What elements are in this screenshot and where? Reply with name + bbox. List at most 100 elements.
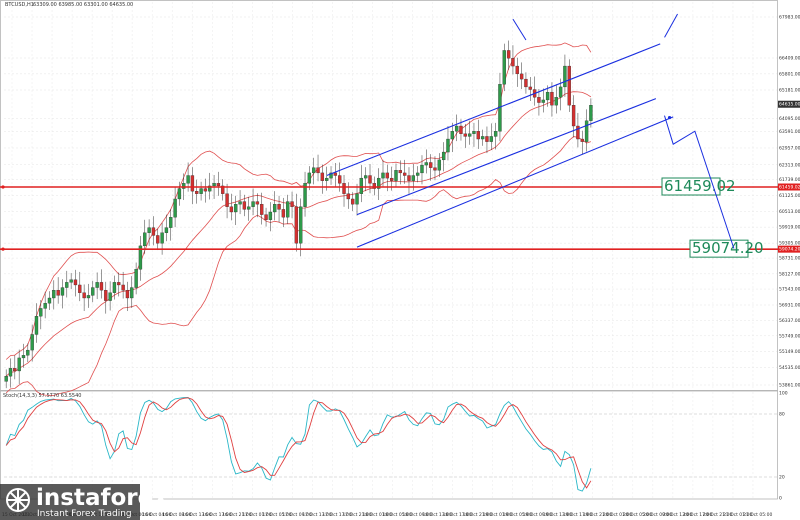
candle-body (558, 86, 563, 98)
candle-body (420, 164, 424, 174)
candle-body (52, 290, 56, 299)
candle-body (190, 175, 195, 192)
candle-body (515, 65, 519, 75)
candles (4, 40, 593, 389)
candle-body (173, 198, 177, 218)
candle-body (195, 190, 199, 194)
candle-body (43, 303, 47, 309)
price-tick-label: 67983.00 (779, 15, 800, 21)
candle-body (82, 292, 86, 299)
price-tick-label: 65181.00 (779, 88, 800, 94)
candle-body (312, 167, 316, 174)
candle-body (415, 172, 420, 176)
instaforex-watermark: instaforex Instant Forex Trading (0, 484, 168, 520)
price-tick-label: 65801.00 (779, 71, 800, 77)
candle-body (177, 188, 182, 200)
time-tick-label: 17 Oct 09:00 (282, 512, 311, 518)
candle-body (147, 227, 151, 233)
candle-body (130, 287, 134, 299)
stoch-panel-frame (0, 390, 778, 500)
support-axis-marker (778, 245, 800, 253)
candle-body (160, 232, 164, 244)
candle-body (355, 193, 359, 205)
candle-body (472, 131, 476, 134)
upper-band-line (5, 42, 592, 360)
candle-body (506, 50, 511, 59)
candle-body (290, 201, 294, 207)
candle-body (260, 204, 264, 215)
channel-line (356, 98, 657, 216)
candle-body (229, 206, 234, 213)
candle-body (78, 284, 82, 293)
time-tick-label: 17 Oct 13:00 (302, 512, 331, 518)
candle-body (268, 211, 273, 220)
candle-body (368, 175, 372, 184)
time-tick-label: 18 Oct 01:00 (362, 512, 391, 518)
candle-body (255, 201, 260, 205)
candle-body (17, 357, 21, 372)
candle-body (541, 99, 545, 103)
resistance-level-anchor (1, 185, 5, 189)
candle-body (151, 227, 156, 236)
candle-body (225, 193, 229, 207)
candle-body (424, 162, 428, 166)
price-tick-label: 58127.00 (779, 271, 800, 277)
candle-body (108, 292, 112, 301)
candle-body (407, 175, 411, 181)
price-tick-label: 63591.00 (779, 129, 800, 135)
candle-body (216, 183, 221, 187)
resistance-axis-marker (778, 183, 800, 191)
candle-body (121, 284, 125, 291)
time-tick-label: 19 Oct 05:00 (503, 512, 532, 518)
candle-body (480, 136, 485, 140)
bollinger-bands (5, 42, 592, 396)
price-tick-label: 55749.00 (779, 333, 800, 339)
candle-body (576, 125, 580, 140)
middle-band-line (5, 91, 592, 377)
candle-body (381, 172, 385, 179)
support-level-anchor (1, 247, 5, 251)
time-tick-label: 17 Oct 05:00 (262, 512, 291, 518)
candle-body (138, 245, 143, 270)
candle-body (264, 214, 268, 220)
candle-body (65, 282, 69, 288)
price-axis: 67983.00 66409.00 65801.00 65181.00 64095.00… (778, 15, 800, 389)
forecast-path (664, 115, 735, 249)
price-tick-label: 58731.00 (779, 256, 800, 262)
time-tick-label: 18 Oct 21:00 (463, 512, 492, 518)
main-grid (4, 2, 777, 390)
price-tick-label: 56931.00 (779, 303, 800, 309)
candle-body (411, 175, 415, 181)
candle-body (493, 131, 498, 137)
time-axis: 15 Oct 202115 Oct 04:0015 Oct 08:0015 Oc… (2, 512, 772, 518)
candle-body (372, 183, 377, 189)
candle-body (467, 133, 472, 137)
price-tick-label: 53861.00 (779, 383, 800, 389)
candle-body (86, 295, 91, 299)
time-tick-label: 19 Oct 09:00 (523, 512, 552, 518)
candle-body (446, 138, 450, 153)
candle-body (463, 133, 467, 137)
candle-body (169, 217, 173, 228)
time-tick-label: 20 Oct 13:00 (663, 512, 692, 518)
time-tick-label: 17 Oct 01:00 (242, 512, 271, 518)
candle-body (528, 86, 532, 90)
stoch-tick-label: 80 (779, 412, 785, 418)
candle-body (364, 175, 368, 179)
stoch-tick-label: 100 (779, 391, 788, 397)
time-tick-label: 18 Oct 13:00 (423, 512, 452, 518)
candle-body (39, 308, 43, 317)
time-tick-label: 19 Oct 13:00 (543, 512, 572, 518)
resistance-axis-label: 61459.02 (779, 185, 800, 191)
candle-body (476, 131, 480, 140)
instaforex-logo-icon (6, 488, 30, 512)
symbol-label: BTCUSD,H1 (5, 2, 34, 8)
candle-body (294, 206, 299, 244)
candle-body (95, 282, 99, 288)
candle-body (550, 91, 554, 106)
support-value-label: 59074.20 (692, 239, 764, 257)
candle-body (389, 177, 394, 181)
candle-body (164, 227, 169, 233)
candle-body (47, 297, 52, 304)
time-tick-label: 19 Oct 21:00 (583, 512, 612, 518)
